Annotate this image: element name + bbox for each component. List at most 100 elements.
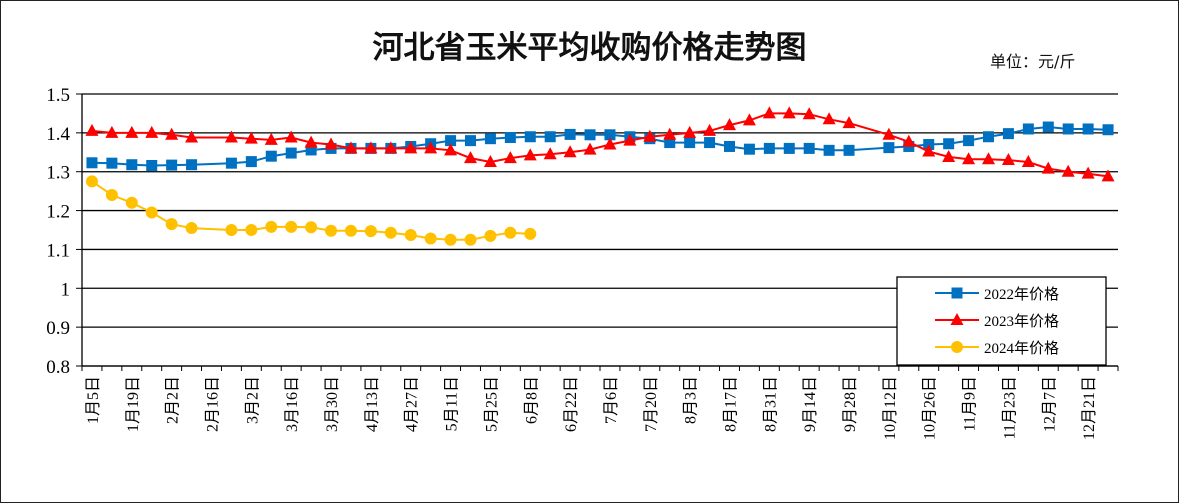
data-point-triangle [802, 107, 816, 120]
data-point-triangle [962, 152, 976, 165]
data-point-triangle [105, 125, 119, 138]
data-point-triangle [703, 123, 717, 136]
data-point-circle [504, 226, 517, 239]
series-circle [85, 175, 537, 246]
data-point-circle [225, 224, 238, 236]
data-point-square [1022, 123, 1034, 135]
x-tick-label: 11月9日 [962, 376, 979, 431]
x-tick-label: 4月27日 [404, 376, 421, 432]
y-tick-label: 1 [61, 279, 71, 300]
data-point-triangle [384, 141, 398, 154]
series-line [91, 112, 1109, 178]
x-tick-label: 8月17日 [723, 376, 740, 432]
y-tick-label: 1.2 [46, 202, 70, 223]
data-point-square [951, 287, 963, 299]
y-tick-label: 0.9 [46, 318, 70, 339]
y-tick-label: 0.8 [46, 357, 70, 378]
x-tick-label: 1月5日 [85, 376, 102, 424]
plot-series [85, 106, 1115, 246]
data-point-square [1082, 123, 1094, 135]
legend-item: 2024年价格 [935, 340, 1059, 357]
y-tick-label: 1.1 [46, 240, 70, 261]
data-point-square [544, 131, 556, 143]
data-point-square [664, 137, 676, 149]
data-point-triangle [503, 151, 517, 164]
data-point-circle [245, 224, 258, 236]
data-point-triangle [145, 125, 159, 138]
data-point-square [445, 135, 457, 147]
data-point-triangle [623, 133, 637, 146]
data-point-square [803, 142, 815, 154]
data-point-square [186, 159, 198, 171]
data-point-triangle [1081, 166, 1095, 179]
data-point-triangle [822, 112, 836, 125]
data-point-square [1102, 124, 1114, 136]
x-tick-label: 10月26日 [922, 376, 939, 440]
data-point-circle [305, 221, 318, 234]
data-point-circle [384, 226, 397, 239]
data-point-triangle [882, 127, 896, 140]
data-point-square [843, 144, 855, 156]
data-point-circle [464, 233, 477, 246]
x-tick-label: 8月31日 [762, 376, 779, 432]
data-point-triangle [464, 151, 477, 164]
x-tick-label: 2月2日 [165, 376, 182, 424]
data-point-square [1042, 121, 1054, 133]
data-point-triangle [1041, 161, 1055, 174]
data-point-square [225, 157, 237, 169]
data-point-circle [145, 206, 158, 219]
data-point-circle [85, 175, 98, 188]
data-point-square [564, 128, 576, 140]
data-point-square [524, 131, 536, 143]
legend-label: 2024年价格 [984, 340, 1059, 357]
data-point-triangle [523, 148, 537, 161]
series-line [91, 180, 531, 241]
data-point-triangle [324, 137, 338, 150]
y-tick-label: 1.4 [46, 124, 70, 145]
data-point-triangle [1001, 153, 1015, 166]
legend-item: 2023年价格 [935, 313, 1059, 330]
data-point-triangle [304, 135, 318, 148]
x-tick-label: 7月6日 [603, 376, 620, 424]
data-point-square [584, 129, 596, 141]
data-point-triangle [762, 106, 776, 119]
x-tick-label: 12月21日 [1081, 376, 1098, 440]
data-point-triangle [583, 142, 597, 155]
x-tick-label: 3月2日 [244, 376, 261, 424]
data-point-triangle [563, 145, 577, 158]
data-point-square [943, 138, 955, 150]
data-point-square [983, 131, 994, 143]
unit-label: 单位：元/斤 [990, 52, 1076, 71]
data-point-circle [364, 225, 377, 238]
data-point-triangle [663, 127, 677, 140]
data-point-square [265, 150, 277, 162]
data-point-square [146, 159, 158, 171]
x-tick-label: 4月13日 [364, 376, 381, 432]
legend-box [896, 276, 1107, 366]
data-point-square [763, 142, 775, 154]
data-point-triangle [922, 144, 936, 157]
x-tick-label: 12月7日 [1041, 376, 1058, 432]
data-point-triangle [344, 141, 358, 154]
data-point-circle [125, 196, 138, 209]
data-point-triangle [1101, 169, 1115, 182]
data-point-square [126, 159, 138, 171]
data-point-triangle [782, 106, 796, 119]
x-tick-label: 6月8日 [523, 376, 540, 424]
data-point-triangle [1021, 155, 1035, 167]
x-tick-label: 9月28日 [842, 376, 859, 432]
series-square [86, 121, 1114, 171]
x-tick-label: 11月23日 [1001, 376, 1018, 439]
y-tick-label: 1.3 [46, 163, 70, 184]
data-point-triangle [404, 141, 418, 154]
data-point-triangle [643, 129, 657, 142]
data-point-triangle [942, 149, 956, 162]
data-point-square [1002, 128, 1014, 140]
data-point-circle [951, 341, 963, 353]
data-point-square [704, 137, 716, 149]
data-point-triangle [284, 130, 298, 143]
legend-label: 2023年价格 [984, 313, 1059, 330]
x-tick-label: 7月20日 [643, 376, 660, 432]
